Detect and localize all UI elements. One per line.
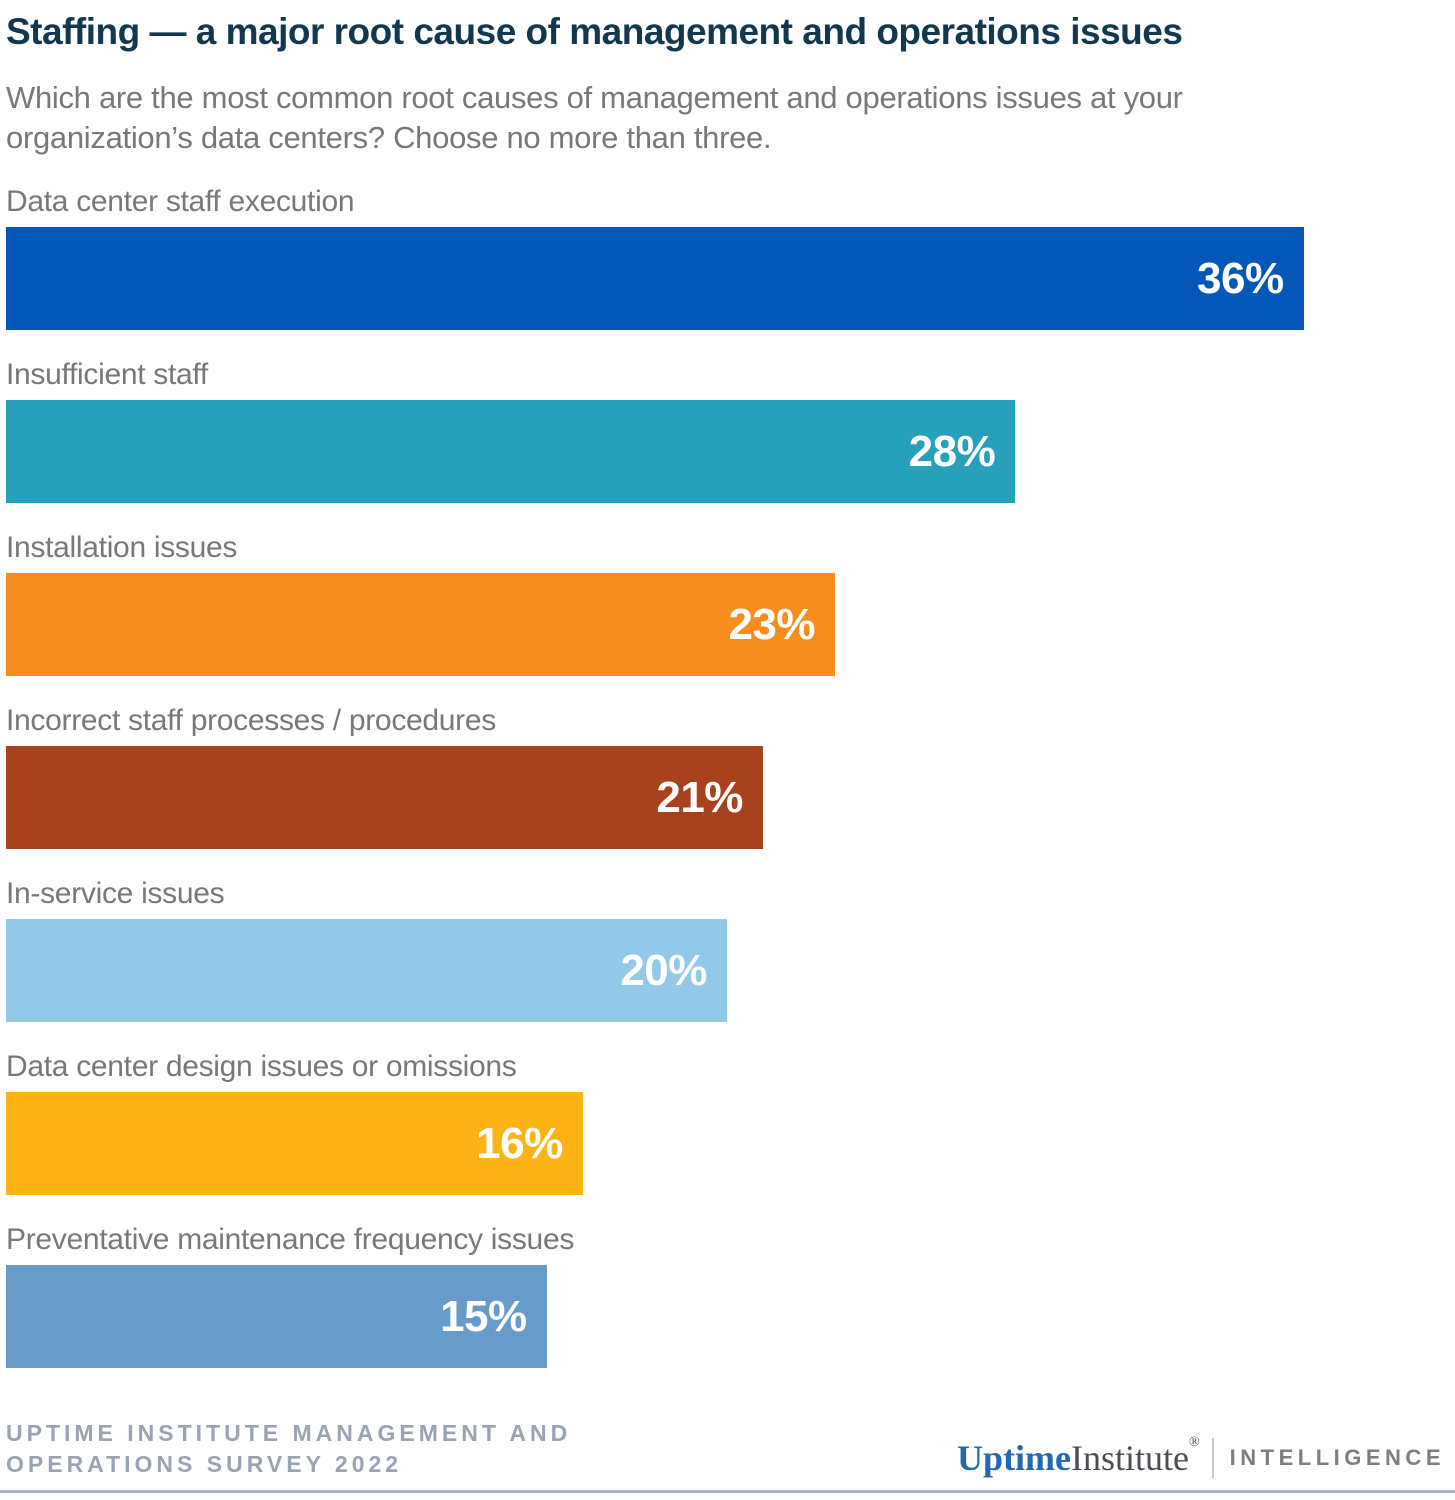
logo-divider (1211, 1438, 1214, 1478)
bar: 23% (6, 573, 836, 676)
bar-row: Preventative maintenance frequency issue… (6, 1224, 1455, 1368)
bar-category-label: Installation issues (6, 531, 238, 564)
bar-category-label: Insufficient staff (6, 358, 208, 391)
bar-category-label: Data center design issues or omissions (6, 1050, 517, 1083)
bar-row: Installation issues 23% (6, 532, 1455, 676)
source-note: UPTIME INSTITUTE MANAGEMENT AND OPERATIO… (6, 1418, 571, 1480)
bar-category-label: Preventative maintenance frequency issue… (6, 1223, 575, 1256)
bar: 21% (6, 746, 763, 849)
chart-footer: UPTIME INSTITUTE MANAGEMENT AND OPERATIO… (6, 1418, 1445, 1480)
bottom-rule (0, 1490, 1455, 1493)
bar-row: In-service issues 20% (6, 878, 1455, 1022)
source-note-line2: OPERATIONS SURVEY 2022 (6, 1451, 403, 1477)
bar-value-label: 21% (656, 772, 743, 822)
bar-row: Insufficient staff 28% (6, 359, 1455, 503)
bar-category-label: Data center staff execution (6, 185, 355, 218)
registered-trademark-icon: ® (1189, 1435, 1200, 1450)
bar: 15% (6, 1265, 547, 1368)
source-note-line1: UPTIME INSTITUTE MANAGEMENT AND (6, 1420, 572, 1446)
bar: 16% (6, 1092, 583, 1195)
bar: 20% (6, 919, 727, 1022)
bar-value-label: 28% (908, 426, 996, 476)
bar: 36% (6, 227, 1304, 330)
bar-value-label: 20% (620, 945, 707, 995)
bar-category-label: In-service issues (6, 877, 225, 910)
logo-intelligence-label: INTELLIGENCE (1229, 1445, 1445, 1470)
logo-uptime-wordmark: Uptime (957, 1438, 1072, 1478)
chart-subtitle: Which are the most common root causes of… (6, 80, 1183, 155)
bar-row: Incorrect staff processes / procedures 21… (6, 705, 1455, 849)
bar-category-label: Incorrect staff processes / procedures (6, 704, 496, 737)
logo-institute-wordmark: Institute (1071, 1438, 1190, 1478)
uptime-institute-logo: Uptime Institute ® INTELLIGENCE (957, 1435, 1445, 1480)
bar: 28% (6, 400, 1016, 503)
bar-value-label: 23% (728, 599, 816, 649)
bar-row: Data center design issues or omissions 16… (6, 1051, 1455, 1195)
bar-value-label: 16% (476, 1118, 563, 1168)
horizontal-bar-chart: Data center staff execution 36% Insufficie… (6, 186, 1455, 1368)
bar-value-label: 15% (440, 1291, 527, 1341)
bar-value-label: 36% (1197, 253, 1284, 303)
chart-title: Staffing — a major root cause of managem… (6, 11, 1183, 52)
bar-row: Data center staff execution 36% (6, 186, 1455, 330)
